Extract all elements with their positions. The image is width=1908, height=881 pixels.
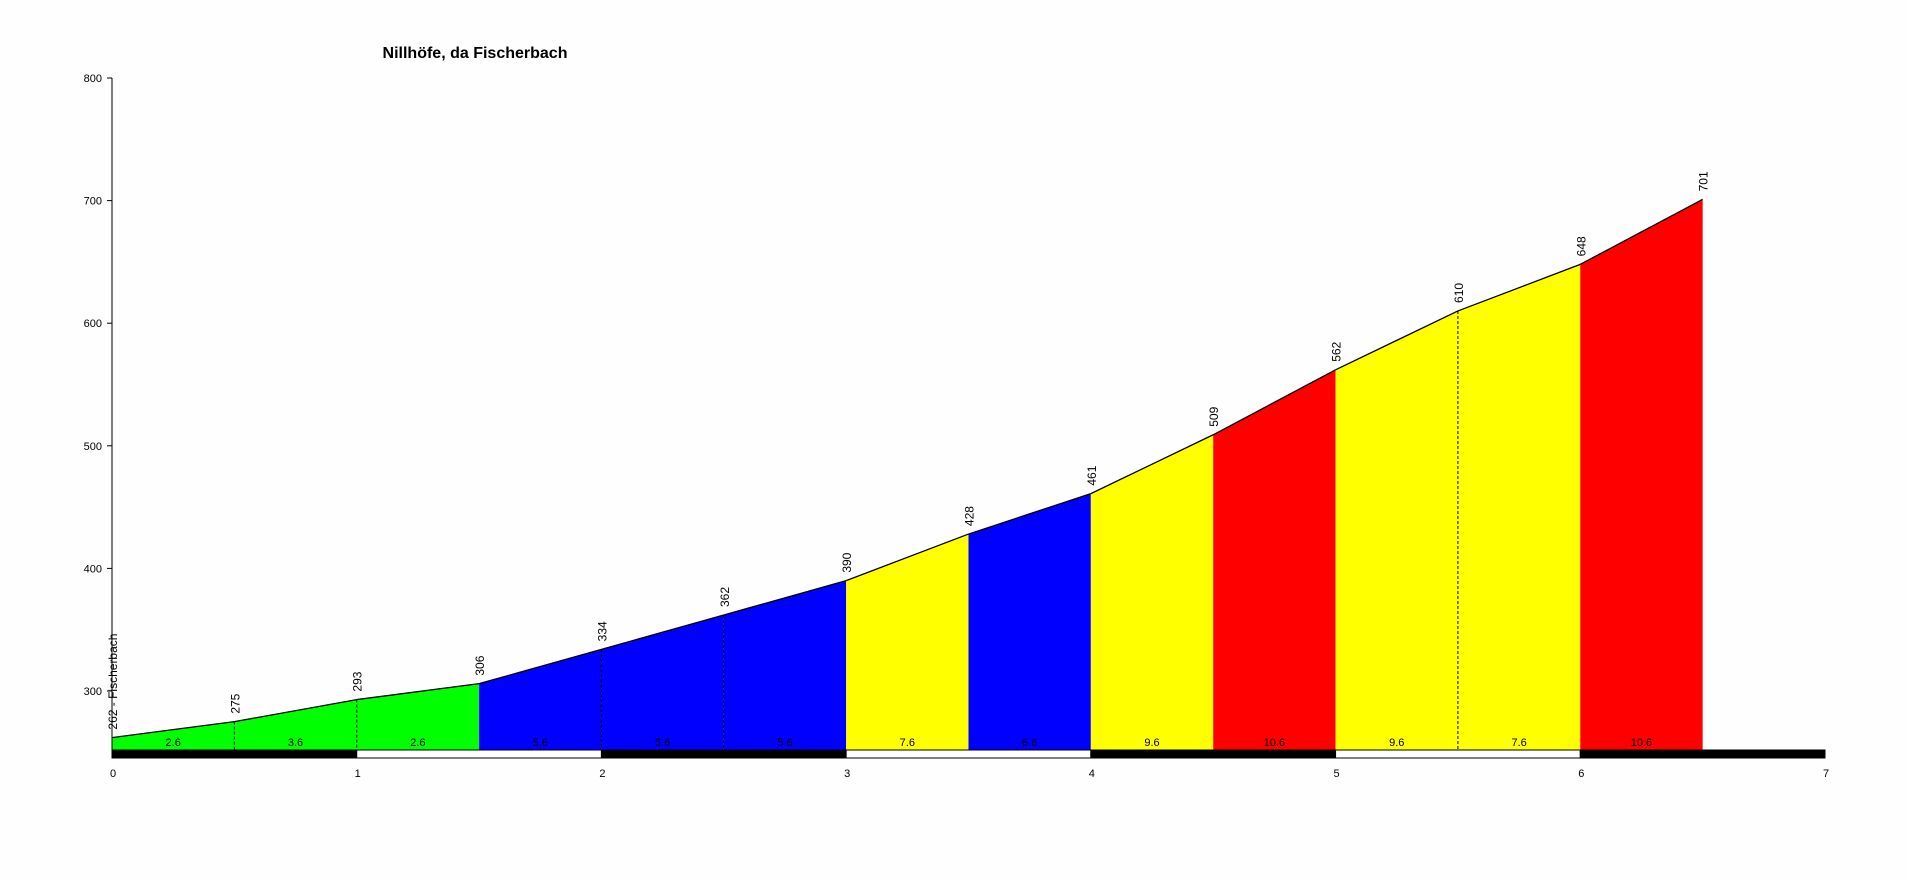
elevation-label: 390 (840, 552, 854, 572)
y-tick-label: 500 (84, 441, 102, 453)
profile-segment (968, 493, 1091, 750)
y-tick-label: 400 (84, 563, 102, 575)
segment-gradient-label: 2.6 (410, 737, 425, 749)
segment-gradient-label: 10.6 (1631, 737, 1652, 749)
y-tick-label: 700 (84, 196, 102, 208)
profile-segment (601, 614, 724, 750)
x-tick-label: 6 (1578, 768, 1584, 780)
distance-scale-bar (356, 749, 602, 759)
elevation-label: 362 (718, 587, 732, 607)
profile-segment (112, 721, 235, 750)
segment-gradient-label: 6.6 (1022, 737, 1037, 749)
x-tick-label: 3 (844, 768, 850, 780)
profile-segment (479, 649, 602, 750)
profile-segment (723, 580, 847, 750)
profile-line (1457, 263, 1581, 312)
profile-line (723, 580, 847, 616)
elevation-label: 701 (1697, 171, 1711, 191)
segment-gradient-label: 2.6 (166, 737, 181, 749)
profile-line (845, 533, 969, 582)
segment-gradient-label: 7.6 (1511, 737, 1526, 749)
distance-scale-bar (1335, 749, 1581, 759)
profile-segment (846, 534, 969, 750)
x-tick-label: 1 (355, 768, 361, 780)
profile-segment (1090, 434, 1214, 750)
distance-scale-bar (1090, 749, 1337, 759)
distance-scale-bar (1579, 749, 1826, 759)
elevation-label: 562 (1330, 341, 1344, 361)
y-tick-label: 800 (84, 73, 102, 85)
segment-gradient-label: 9.6 (1389, 737, 1404, 749)
chart-title: Nillhöfe, da Fischerbach (383, 45, 568, 62)
profile-line (234, 698, 357, 723)
segment-gradient-label: 7.6 (900, 737, 915, 749)
profile-segment (1457, 264, 1581, 750)
profile-line (968, 492, 1092, 535)
profile-segment (234, 699, 357, 750)
elevation-label: 293 (351, 671, 365, 691)
profile-segment (1213, 369, 1336, 750)
segment-gradient-label: 10.6 (1264, 737, 1285, 749)
segment-gradient-label: 5.6 (533, 737, 548, 749)
profile-line (1579, 198, 1703, 265)
distance-scale-bar (600, 749, 847, 759)
profile-line (1090, 434, 1214, 495)
segment-gradient-label: 5.6 (777, 737, 792, 749)
profile-line (111, 721, 235, 739)
elevation-label: 428 (963, 506, 977, 526)
x-tick-label: 7 (1823, 768, 1829, 780)
profile-segment (356, 683, 480, 750)
x-tick-label: 5 (1334, 768, 1340, 780)
profile-line (356, 682, 480, 701)
distance-scale-bar (111, 749, 358, 759)
distance-scale-bar (845, 749, 1092, 759)
elevation-label: 610 (1452, 283, 1466, 303)
elevation-label: 461 (1085, 465, 1099, 485)
y-tick-label: 300 (84, 686, 102, 698)
profile-line (478, 648, 602, 685)
segment-gradient-label: 5.6 (655, 737, 670, 749)
x-tick-label: 0 (110, 768, 116, 780)
profile-segment (1335, 310, 1458, 750)
elevation-label: 648 (1574, 236, 1588, 256)
elevation-label: 262 - Fischerbach (106, 634, 120, 730)
x-tick-label: 4 (1089, 768, 1095, 780)
profile-segment (1580, 199, 1703, 750)
y-tick-label: 600 (84, 318, 102, 330)
elevation-label: 275 (228, 693, 242, 713)
profile-line (601, 614, 724, 650)
segment-gradient-label: 9.6 (1144, 737, 1159, 749)
elevation-label: 509 (1207, 406, 1221, 426)
profile-line (1212, 369, 1336, 436)
x-tick-label: 2 (599, 768, 605, 780)
elevation-label: 334 (595, 621, 609, 641)
segment-gradient-label: 3.6 (288, 737, 303, 749)
elevation-label: 306 (473, 655, 487, 675)
profile-line (1335, 310, 1459, 371)
